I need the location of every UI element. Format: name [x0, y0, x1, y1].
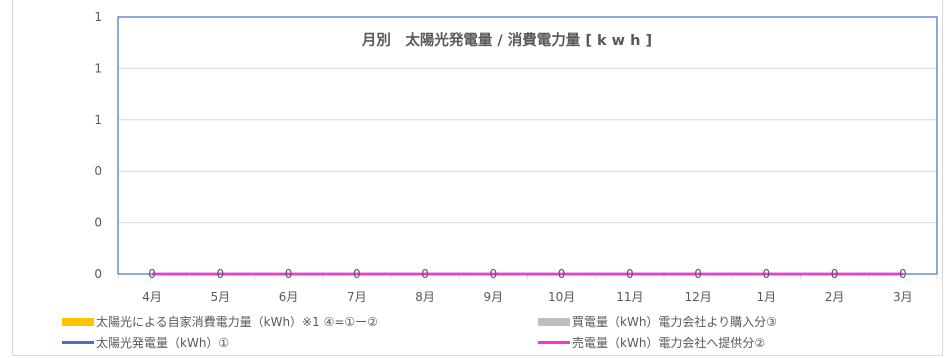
chart-title: 月別 太陽光発電量 / 消費電力量 [ k w h ] [361, 31, 652, 49]
x-tick-label: 3月 [893, 290, 913, 304]
x-tick-label: 11月 [616, 290, 643, 304]
x-tick-label: 12月 [684, 290, 711, 304]
legend-item-sold: 売電量（kWh）電力会社へ提供分② [538, 334, 765, 351]
x-tick-label: 6月 [279, 290, 299, 304]
legend-label-sold: 売電量（kWh）電力会社へ提供分② [572, 336, 766, 350]
data-label: 0 [148, 267, 156, 281]
x-tick-label: 2月 [825, 290, 845, 304]
chart-area [12, 0, 943, 356]
y-tick-label: 1 [94, 10, 102, 24]
legend-label-purchased: 買電量（kWh）電力会社より購入分③ [572, 315, 777, 329]
data-label: 0 [694, 267, 702, 281]
legend-item-generation: 太陽光発電量（kWh）① [62, 334, 229, 351]
data-label: 0 [490, 267, 498, 281]
x-tick-label: 1月 [757, 290, 777, 304]
legend-item-self-consumption: 太陽光による自家消費電力量（kWh）※1 ④=①ー② [62, 313, 378, 330]
legend-swatch-purchased [538, 317, 570, 326]
plot-frame [117, 16, 938, 275]
legend-label-self-consumption: 太陽光による自家消費電力量（kWh）※1 ④=①ー② [96, 315, 378, 329]
data-label: 0 [353, 267, 361, 281]
legend-label-generation: 太陽光発電量（kWh）① [96, 336, 230, 350]
y-tick-label: 0 [94, 216, 102, 230]
y-tick-label: 1 [94, 113, 102, 127]
data-label: 0 [421, 267, 429, 281]
legend-swatch-sold [538, 341, 570, 344]
data-label: 0 [558, 267, 566, 281]
legend-swatch-self-consumption [62, 317, 94, 326]
data-label: 0 [285, 267, 293, 281]
x-tick-label: 10月 [548, 290, 575, 304]
y-tick-label: 1 [94, 61, 102, 75]
y-tick-label: 0 [94, 267, 102, 281]
x-tick-label: 5月 [211, 290, 231, 304]
x-tick-label: 4月 [142, 290, 162, 304]
legend-item-purchased: 買電量（kWh）電力会社より購入分③ [538, 313, 777, 330]
x-tick-label: 9月 [484, 290, 504, 304]
data-label: 0 [831, 267, 839, 281]
data-label: 0 [626, 267, 634, 281]
x-tick-label: 8月 [415, 290, 435, 304]
legend-swatch-generation [62, 341, 94, 344]
x-tick-label: 7月 [347, 290, 367, 304]
data-label: 0 [763, 267, 771, 281]
data-label: 0 [899, 267, 907, 281]
data-label: 0 [217, 267, 225, 281]
y-tick-label: 0 [94, 164, 102, 178]
